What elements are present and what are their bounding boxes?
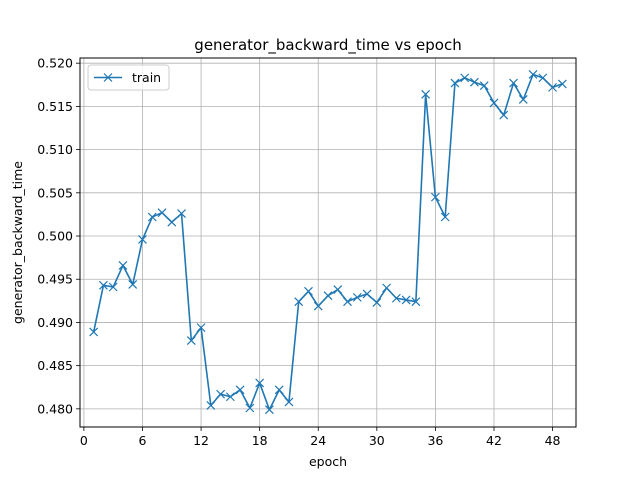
data-point-marker	[157, 208, 167, 218]
data-point-marker	[343, 297, 352, 307]
data-point-marker	[548, 82, 557, 92]
x-tick-label: 18	[252, 433, 268, 448]
data-point-marker	[235, 385, 245, 395]
y-tick-label: 0.505	[37, 185, 73, 200]
data-point-marker	[382, 283, 392, 293]
x-tick-label: 36	[427, 433, 443, 448]
data-point-marker	[216, 389, 226, 399]
y-tick-label: 0.485	[37, 358, 73, 373]
data-point-marker	[206, 400, 216, 410]
y-tick-label: 0.490	[37, 315, 73, 330]
y-tick-label: 0.515	[37, 99, 73, 114]
data-point-marker	[138, 235, 147, 244]
y-tick-label: 0.500	[37, 229, 73, 244]
data-point-marker	[362, 289, 372, 299]
data-point-marker	[196, 323, 206, 333]
data-point-marker	[499, 110, 509, 120]
x-tick-label: 12	[193, 433, 209, 448]
data-point-marker	[245, 403, 255, 413]
data-point-marker	[333, 285, 343, 295]
chart-title: generator_backward_time vs epoch	[194, 36, 461, 55]
ticks: 0 6 12 18 24 30 36 42 48 0.480 0.485 0.490 0.495 0.50…	[37, 56, 560, 448]
data-point-marker	[186, 336, 196, 346]
data-point-marker	[118, 260, 128, 270]
y-tick-label: 0.495	[37, 272, 73, 287]
data-point-marker	[450, 78, 460, 88]
data-point-marker	[89, 327, 99, 337]
legend-marker-sample	[103, 73, 113, 82]
x-axis-label: epoch	[309, 454, 347, 469]
x-tick-label: 48	[545, 433, 561, 448]
data-point-marker	[538, 73, 548, 83]
data-point-marker	[430, 192, 440, 202]
x-tick-label: 6	[139, 433, 147, 448]
data-point-marker	[372, 298, 382, 307]
y-axis-label: generator_backward_time	[10, 161, 25, 324]
data-point-marker	[411, 297, 421, 307]
legend-box	[87, 64, 170, 91]
plot-area	[89, 69, 567, 415]
data-point-marker	[108, 282, 118, 292]
data-point-marker	[440, 212, 450, 222]
data-point-marker	[470, 77, 479, 87]
x-tick-label: 0	[80, 433, 88, 448]
data-point-marker	[401, 295, 411, 305]
data-point-marker	[528, 69, 538, 79]
data-point-marker	[128, 279, 138, 289]
data-point-marker	[177, 209, 186, 218]
data-point-marker	[421, 89, 431, 99]
data-point-marker	[479, 81, 489, 91]
y-tick-label: 0.520	[37, 56, 73, 71]
data-point-marker	[99, 280, 108, 290]
x-tick-label: 30	[369, 433, 385, 448]
grid	[80, 58, 576, 427]
x-tick-label: 24	[310, 433, 326, 448]
data-point-marker	[284, 397, 294, 407]
data-point-marker	[167, 217, 177, 227]
y-tick-label: 0.480	[37, 401, 73, 416]
data-point-marker	[557, 79, 567, 89]
data-point-marker	[147, 212, 157, 222]
data-point-marker	[460, 73, 470, 83]
data-point-marker	[313, 301, 323, 311]
data-point-marker	[352, 292, 362, 302]
data-point-marker	[509, 78, 518, 88]
data-point-marker	[489, 98, 499, 108]
y-tick-label: 0.510	[37, 142, 73, 157]
data-point-marker	[391, 293, 401, 303]
axes-frame	[79, 57, 577, 428]
legend-label-train: train	[132, 70, 161, 85]
x-tick-label: 42	[486, 433, 502, 448]
data-point-marker	[274, 385, 284, 395]
data-point-marker	[323, 291, 333, 301]
data-point-marker	[264, 405, 274, 415]
data-point-marker	[518, 95, 528, 104]
legend: train	[87, 64, 170, 91]
data-point-marker	[304, 286, 313, 296]
data-point-marker	[225, 392, 235, 402]
data-point-marker	[255, 378, 265, 388]
data-point-marker	[294, 297, 304, 307]
